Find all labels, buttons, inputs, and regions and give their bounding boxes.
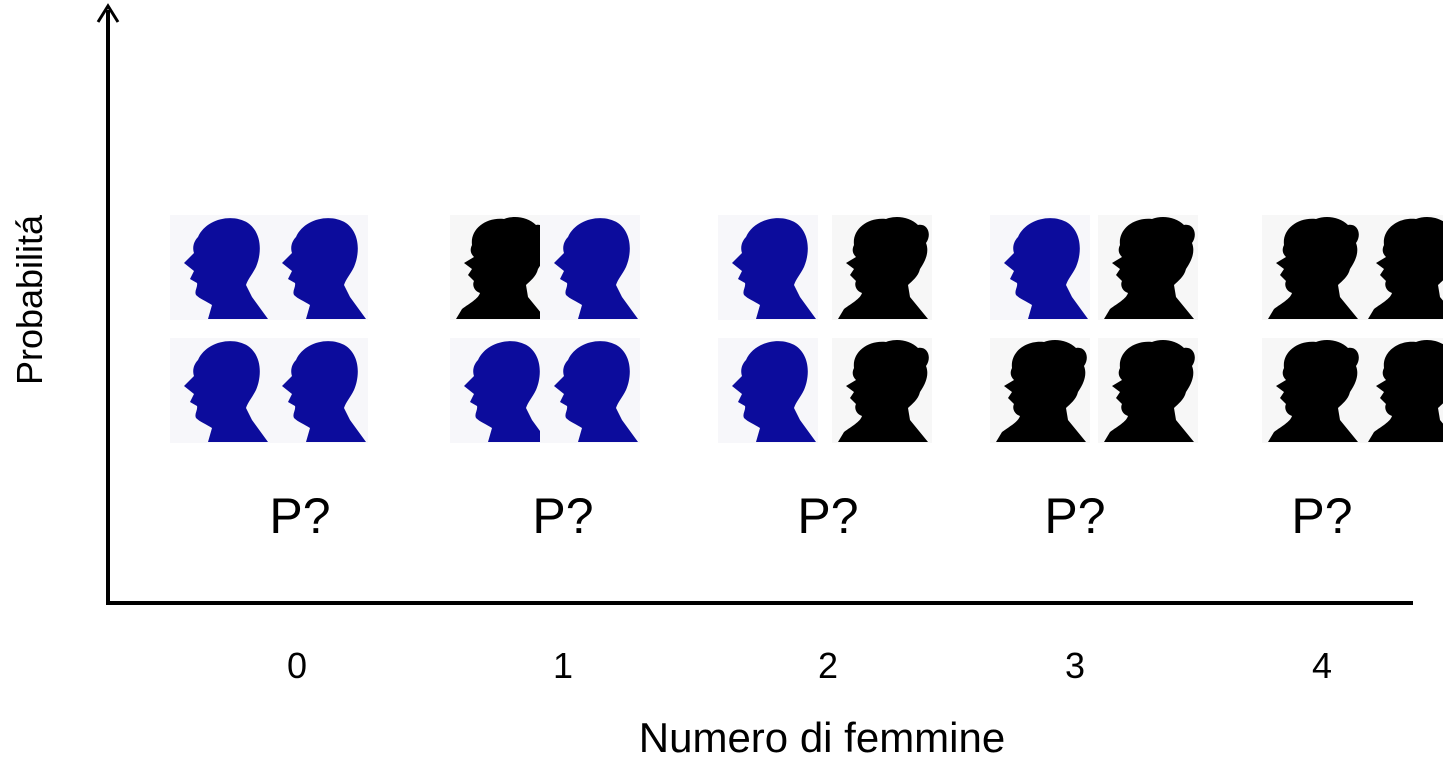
x-tick-label: 0: [287, 645, 307, 686]
probability-label: P?: [1291, 488, 1352, 544]
female-silhouette: [1262, 215, 1362, 320]
probability-label: P?: [1044, 488, 1105, 544]
male-silhouette: [268, 215, 368, 320]
male-silhouette: [990, 215, 1090, 320]
female-silhouette: [990, 338, 1090, 443]
male-silhouette: [268, 338, 368, 443]
x-tick-label: 3: [1065, 645, 1085, 686]
male-silhouette: [170, 215, 270, 320]
male-silhouette: [450, 338, 550, 443]
group: P? 1: [450, 215, 640, 686]
female-silhouette: [832, 215, 932, 320]
female-silhouette: [1098, 338, 1198, 443]
probability-label: P?: [532, 488, 593, 544]
male-silhouette: [718, 215, 818, 320]
group: P? 2: [718, 215, 932, 686]
female-silhouette: [450, 215, 550, 320]
probability-label: P?: [269, 488, 330, 544]
male-silhouette: [170, 338, 270, 443]
groups: P? 0 P? 1 P? 2 P? 3 P? 4: [170, 215, 1443, 686]
group: P? 0: [170, 215, 368, 686]
male-silhouette: [540, 338, 640, 443]
probability-label: P?: [797, 488, 858, 544]
group: P? 4: [1262, 215, 1443, 686]
female-silhouette: [1098, 215, 1198, 320]
y-axis-label: Probabilitá: [9, 214, 50, 385]
x-axis-label: Numero di femmine: [639, 714, 1005, 758]
x-tick-label: 2: [818, 645, 838, 686]
y-axis-arrow: [96, 3, 120, 23]
male-silhouette: [540, 215, 640, 320]
male-silhouette: [718, 338, 818, 443]
female-silhouette: [1362, 215, 1443, 320]
female-silhouette: [1262, 338, 1362, 443]
x-tick-label: 4: [1312, 645, 1332, 686]
female-silhouette: [1362, 338, 1443, 443]
x-tick-label: 1: [553, 645, 573, 686]
female-silhouette: [832, 338, 932, 443]
group: P? 3: [990, 215, 1198, 686]
